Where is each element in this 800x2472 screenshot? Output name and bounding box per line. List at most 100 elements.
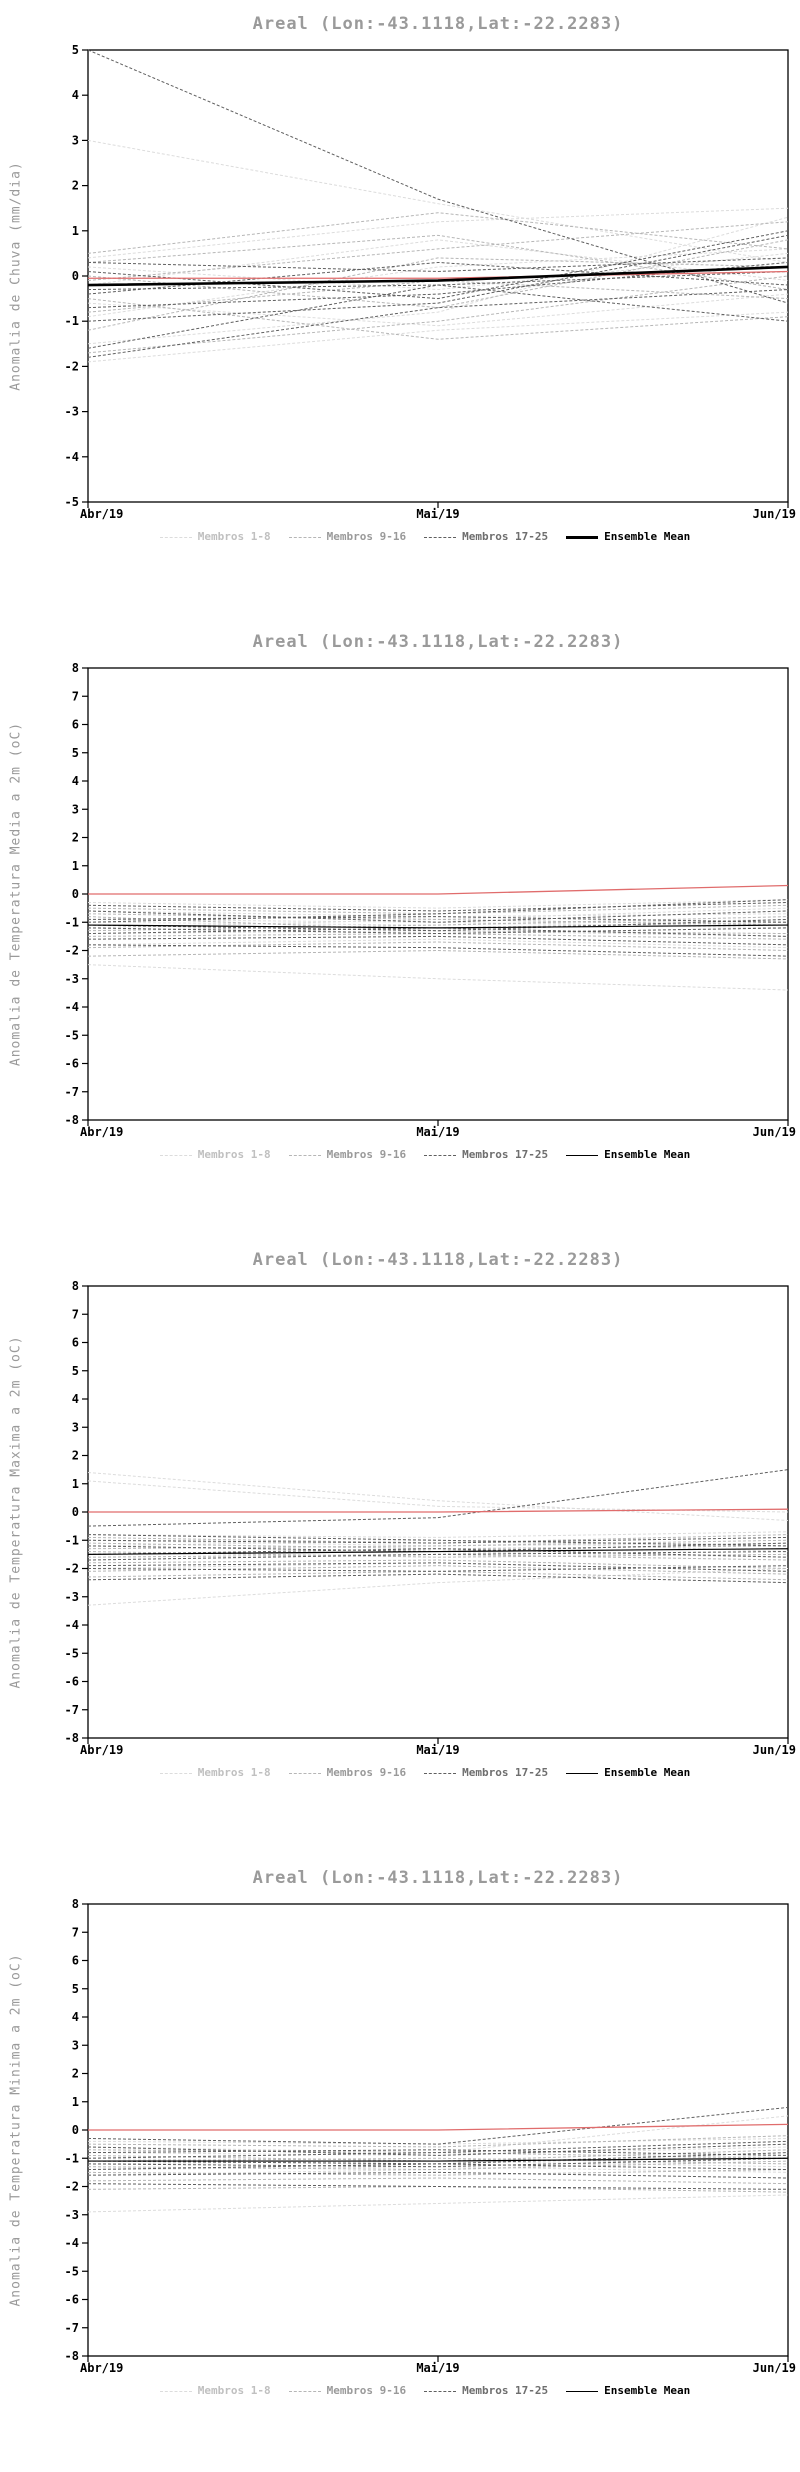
x-tick-label: Jun/19 [753, 507, 796, 521]
y-tick-label: -7 [65, 1085, 79, 1099]
y-tick-label: -1 [65, 314, 79, 328]
legend-item-label: Membros 9-16 [326, 1148, 407, 1161]
y-tick-label: -2 [65, 1562, 79, 1576]
y-tick-label: -3 [65, 1590, 79, 1604]
legend-item: Ensemble Mean [566, 1766, 690, 1779]
legend-item: Membros 9-16 [288, 2384, 406, 2397]
legend-item: Ensemble Mean [566, 1148, 690, 1161]
member-line-group3 [87, 1562, 789, 1572]
legend-item: Membros 1-8 [159, 1148, 271, 1161]
member-line-group2 [87, 2169, 789, 2176]
y-tick-label: 8 [72, 1279, 79, 1293]
legend-line-sample [288, 1154, 321, 1156]
y-tick-label: 2 [72, 831, 79, 845]
member-line-group3 [87, 927, 789, 935]
member-line-group3 [87, 2171, 789, 2179]
legend-line-sample [566, 535, 599, 539]
member-line-group3 [87, 916, 789, 923]
y-tick-label: -8 [65, 1731, 79, 1745]
legend-item-label: Membros 17-25 [462, 530, 549, 543]
y-tick-label: 6 [72, 718, 79, 732]
member-line-group1 [87, 1568, 789, 1606]
member-line-group3 [87, 2152, 789, 2165]
ensemble-mean-line [87, 1548, 789, 1555]
y-tick-label: -6 [65, 1675, 79, 1689]
legend-line-sample [566, 1154, 599, 1156]
y-tick-label: 2 [72, 179, 79, 193]
x-tick-label: Abr/19 [80, 507, 123, 521]
member-line-group1 [87, 207, 789, 259]
legend-item: Ensemble Mean [566, 2384, 690, 2397]
member-line-group3 [87, 289, 789, 358]
y-tick-label: 1 [72, 1477, 79, 1491]
legend-item: Membros 17-25 [424, 1766, 548, 1779]
member-line-group1 [87, 139, 789, 263]
legend-item: Membros 17-25 [424, 2384, 548, 2397]
legend-line-sample [288, 536, 321, 538]
y-tick-label: 6 [72, 1954, 79, 1968]
member-line-group3 [87, 230, 789, 300]
member-line-group3 [87, 1534, 789, 1547]
legend-line-sample [566, 1772, 599, 1774]
member-line-group3 [87, 234, 789, 322]
legend-item-label: Membros 9-16 [326, 1766, 407, 1779]
reference-line [88, 884, 789, 895]
y-tick-label: -8 [65, 1113, 79, 1127]
plot-area: -8 -7 -6 -5 -4 -3 -2 -1 0 1 2 3 4 5 6 7 8 Abr/19 Mai/19 Jun… [65, 1897, 796, 2375]
legend-line-sample [424, 1772, 457, 1774]
y-tick-label: -4 [65, 1000, 79, 1014]
legend-line-sample [288, 2390, 321, 2392]
y-tick-label: 1 [72, 2095, 79, 2109]
member-line-group3 [87, 261, 789, 309]
y-tick-label: -5 [65, 2264, 79, 2278]
y-tick-label: 1 [72, 859, 79, 873]
y-tick-label: 2 [72, 2067, 79, 2081]
legend-line-sample [159, 536, 192, 538]
member-line-group2 [87, 1559, 789, 1569]
y-tick-label: 3 [72, 2038, 79, 2052]
member-line-group3 [87, 918, 789, 932]
legend-item-label: Ensemble Mean [604, 1148, 691, 1161]
y-tick-label: 4 [72, 774, 79, 788]
member-line-group1 [87, 964, 789, 991]
y-tick-label: -7 [65, 1703, 79, 1717]
legend-item-label: Membros 17-25 [462, 1148, 549, 1161]
y-tick-label: -5 [65, 1028, 79, 1042]
legend-item-label: Membros 1-8 [197, 530, 271, 543]
member-line-group1 [87, 2194, 789, 2213]
legend: Membros 1-8 Membros 9-16 Membros 17-25 Ense… [60, 1148, 790, 1161]
member-line-group1 [87, 938, 789, 949]
y-tick-label: 5 [72, 1982, 79, 1996]
y-tick-label: -6 [65, 2293, 79, 2307]
min-temperature-anomaly-chart: Areal (Lon:-43.1118,Lat:-22.2283) Anomal… [0, 1854, 800, 2472]
member-line-group1 [87, 899, 789, 909]
member-line-group3 [87, 2140, 789, 2159]
y-tick-label: -2 [65, 944, 79, 958]
x-tick-label: Mai/19 [416, 1743, 459, 1757]
chart-title: Areal (Lon:-43.1118,Lat:-22.2283) [252, 1868, 624, 1888]
member-line-group1 [87, 1480, 789, 1513]
x-tick-label: Abr/19 [80, 1743, 123, 1757]
member-line-group2 [87, 221, 789, 282]
y-tick-label: -7 [65, 2321, 79, 2335]
y-tick-label: 3 [72, 133, 79, 147]
member-line-group1 [87, 1471, 789, 1521]
x-tick-label: Jun/19 [753, 1125, 796, 1139]
x-tick-label: Abr/19 [80, 2361, 123, 2375]
member-line-group3 [87, 2143, 789, 2156]
ensemble-mean-line [87, 265, 789, 287]
legend-line-sample [288, 1772, 321, 1774]
legend-line-sample [424, 536, 457, 538]
member-line-group3 [87, 944, 789, 957]
x-tick-label: Mai/19 [416, 2361, 459, 2375]
member-line-group3 [87, 2106, 789, 2145]
y-tick-label: 7 [72, 1925, 79, 1939]
legend-line-sample [159, 2390, 192, 2392]
y-tick-label: 7 [72, 1307, 79, 1321]
legend-item: Membros 9-16 [288, 1148, 407, 1161]
legend: Membros 1-8 Membros 9-16 Membros 17-25 Ense… [60, 530, 790, 543]
y-tick-label: -3 [65, 405, 79, 419]
y-tick-label: 0 [72, 1505, 79, 1519]
y-tick-label: 6 [72, 1336, 79, 1350]
member-line-group2 [87, 275, 789, 354]
